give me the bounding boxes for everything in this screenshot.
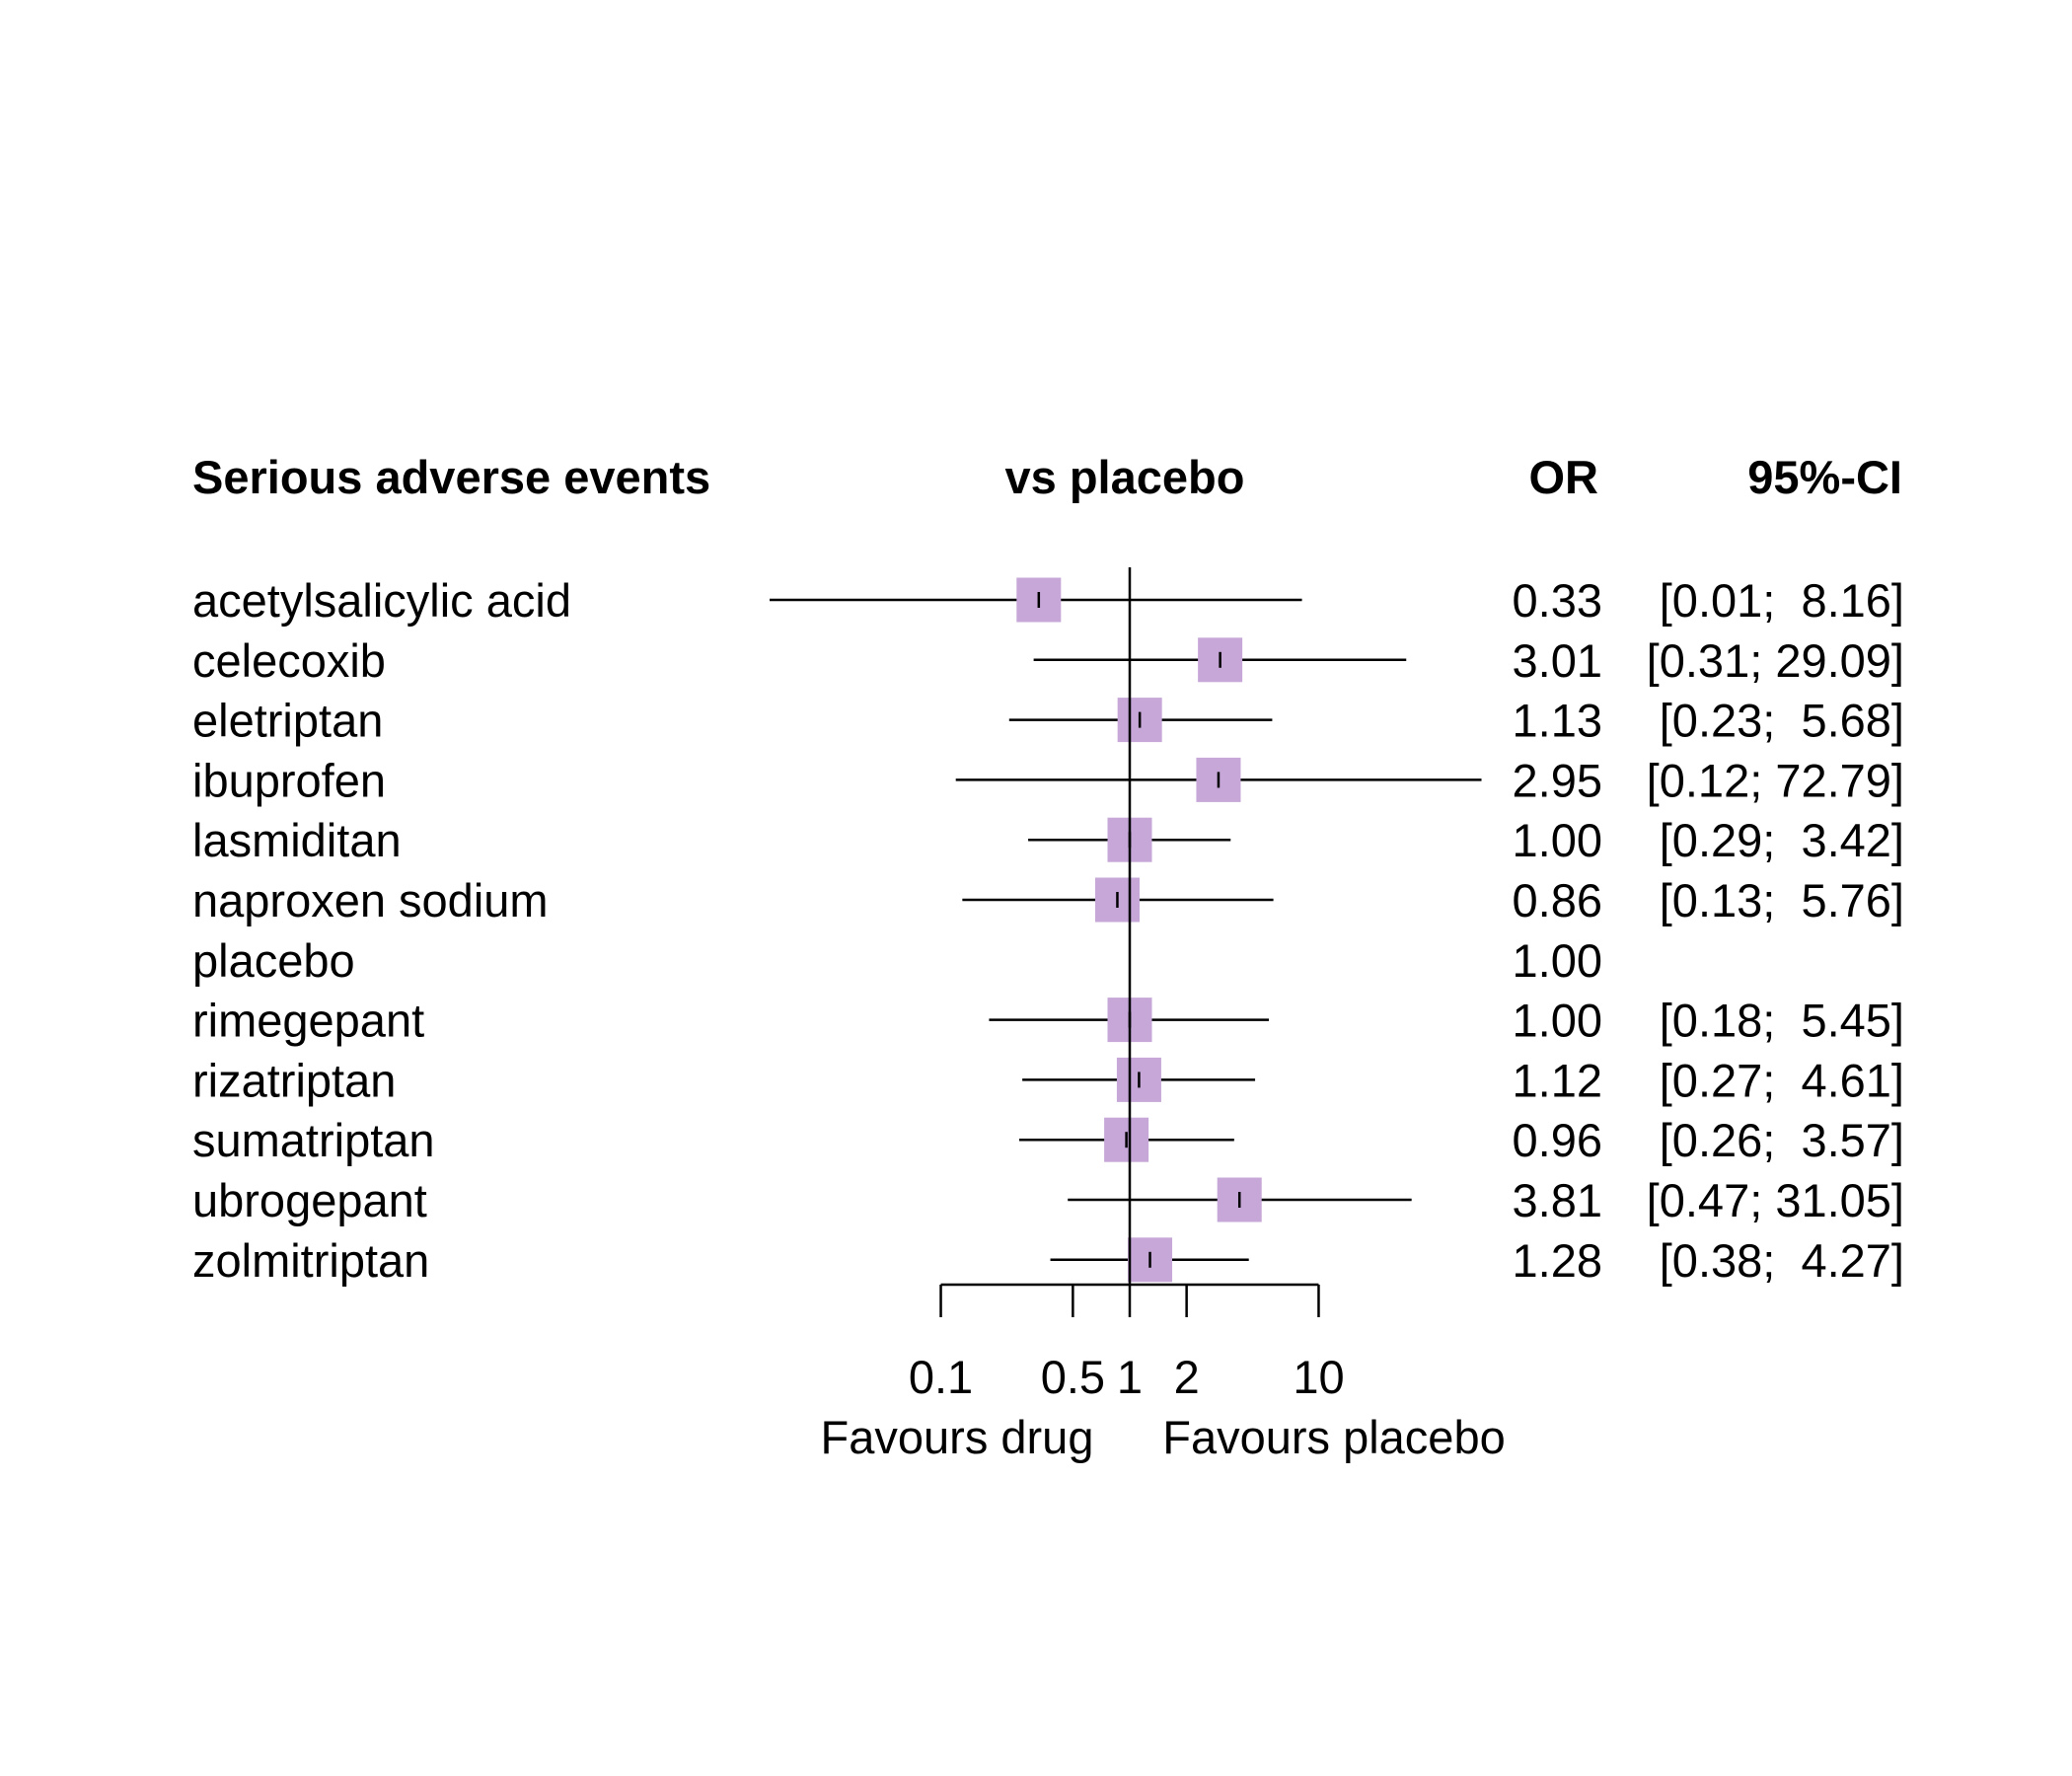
ci-value: [0.13; 5.76] bbox=[1660, 874, 1904, 926]
or-value: 1.28 bbox=[1513, 1234, 1602, 1287]
study-row: ibuprofen 2.95 [0.12; 72.79] bbox=[192, 754, 1904, 806]
or-value: 3.81 bbox=[1513, 1174, 1602, 1226]
or-value: 0.96 bbox=[1513, 1114, 1602, 1166]
study-label: eletriptan bbox=[192, 695, 383, 747]
ci-value: [0.29; 3.42] bbox=[1660, 814, 1904, 866]
x-tick-label: 2 bbox=[1174, 1351, 1200, 1403]
study-label: rimegepant bbox=[192, 995, 424, 1047]
ci-value: [0.23; 5.68] bbox=[1660, 695, 1904, 747]
or-value: 1.12 bbox=[1513, 1054, 1602, 1106]
study-label: placebo bbox=[192, 934, 355, 987]
study-row: acetylsalicylic acid 0.33 [0.01; 8.16] bbox=[192, 574, 1904, 627]
study-label: celecoxib bbox=[192, 634, 386, 687]
study-label: rizatriptan bbox=[192, 1054, 396, 1106]
study-row: naproxen sodium 0.86 [0.13; 5.76] bbox=[192, 874, 1904, 926]
study-label: zolmitriptan bbox=[192, 1234, 429, 1287]
ci-value: [0.18; 5.45] bbox=[1660, 995, 1904, 1047]
ci-value: [0.26; 3.57] bbox=[1660, 1114, 1904, 1166]
header-label: Serious adverse events bbox=[192, 451, 710, 503]
study-label: ibuprofen bbox=[192, 754, 386, 806]
study-row: sumatriptan 0.96 [0.26; 3.57] bbox=[192, 1114, 1904, 1166]
study-label: sumatriptan bbox=[192, 1114, 435, 1166]
study-row: celecoxib 3.01 [0.31; 29.09] bbox=[192, 634, 1904, 687]
ci-value: [0.01; 8.16] bbox=[1660, 574, 1904, 627]
study-row: rizatriptan 1.12 [0.27; 4.61] bbox=[192, 1054, 1904, 1106]
header-plot: vs placebo bbox=[1005, 451, 1245, 503]
ci-value: [0.12; 72.79] bbox=[1647, 754, 1904, 806]
study-row: placebo 1.00 bbox=[192, 934, 1602, 987]
or-value: 1.00 bbox=[1513, 934, 1602, 987]
or-value: 3.01 bbox=[1513, 634, 1602, 687]
or-value: 0.33 bbox=[1513, 574, 1602, 627]
study-label: lasmiditan bbox=[192, 814, 402, 866]
study-label: ubrogepant bbox=[192, 1174, 427, 1226]
ci-value: [0.38; 4.27] bbox=[1660, 1234, 1904, 1287]
study-label: acetylsalicylic acid bbox=[192, 574, 571, 627]
header-estimate: OR bbox=[1529, 451, 1599, 503]
ci-value: [0.47; 31.05] bbox=[1647, 1174, 1904, 1226]
x-tick-label: 10 bbox=[1293, 1351, 1344, 1403]
study-label: naproxen sodium bbox=[192, 874, 549, 926]
or-value: 1.13 bbox=[1513, 695, 1602, 747]
x-axis: 0.1 0.5 1 2 10 bbox=[909, 1283, 1345, 1403]
x-tick-label: 0.5 bbox=[1041, 1351, 1105, 1403]
study-row: rimegepant 1.00 [0.18; 5.45] bbox=[192, 995, 1904, 1047]
or-value: 0.86 bbox=[1513, 874, 1602, 926]
x-tick-label: 0.1 bbox=[909, 1351, 973, 1403]
study-row: ubrogepant 3.81 [0.47; 31.05] bbox=[192, 1174, 1904, 1226]
ci-value: [0.27; 4.61] bbox=[1660, 1054, 1904, 1106]
study-row: lasmiditan 1.00 [0.29; 3.42] bbox=[192, 814, 1904, 866]
x-tick-label: 1 bbox=[1117, 1351, 1143, 1403]
study-rows: acetylsalicylic acid 0.33 [0.01; 8.16] cele… bbox=[192, 574, 1904, 1287]
study-row: zolmitriptan 1.28 [0.38; 4.27] bbox=[192, 1234, 1904, 1287]
header-ci: 95%-CI bbox=[1747, 451, 1902, 503]
or-value: 1.00 bbox=[1513, 814, 1602, 866]
favours-right-label: Favours placebo bbox=[1162, 1411, 1505, 1463]
or-value: 1.00 bbox=[1513, 995, 1602, 1047]
ci-value: [0.31; 29.09] bbox=[1647, 634, 1904, 687]
favours-left-label: Favours drug bbox=[821, 1411, 1094, 1463]
or-value: 2.95 bbox=[1513, 754, 1602, 806]
study-row: eletriptan 1.13 [0.23; 5.68] bbox=[192, 695, 1904, 747]
